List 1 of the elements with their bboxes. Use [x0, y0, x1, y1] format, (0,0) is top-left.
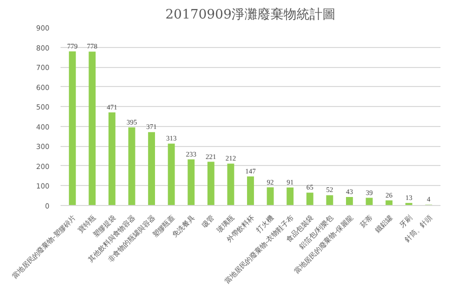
chart-title: 20170909淨灘廢棄物統計圖: [165, 6, 336, 22]
